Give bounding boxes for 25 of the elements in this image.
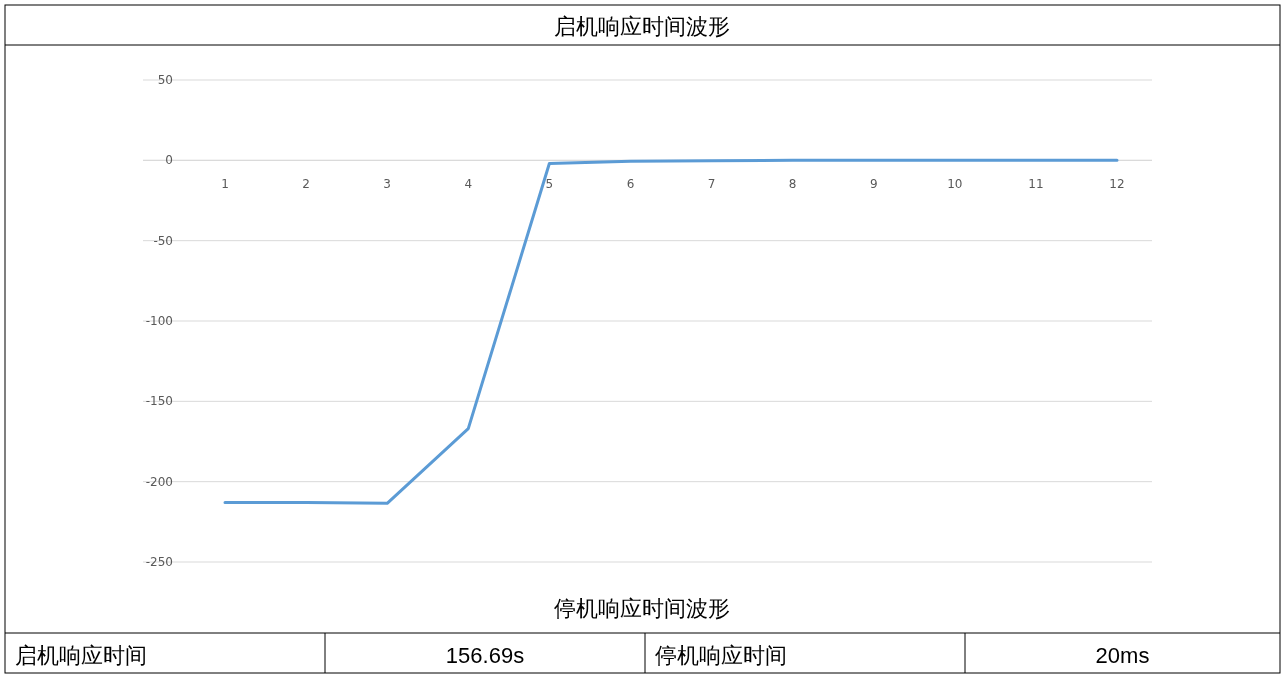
x-tick-label: 4	[464, 177, 473, 192]
text: 停机响应时间波形	[554, 596, 730, 621]
x-tick-label: 1	[221, 177, 229, 192]
x-tick-label: 5	[545, 177, 554, 192]
text: 156.69s	[445, 643, 525, 668]
y-tick-label: -250	[145, 555, 173, 569]
x-tick-label: 12	[1109, 177, 1125, 192]
y-tick-label: 50	[157, 73, 173, 87]
y-tick-label: -100	[145, 314, 173, 328]
chart-title: 启机响应时间波形	[554, 14, 730, 39]
y-tick-label: 0	[165, 153, 173, 168]
x-tick-label: 6	[626, 177, 635, 192]
text: 20ms	[1095, 643, 1150, 668]
y-tick-label: -50	[153, 233, 173, 248]
y-tick-label: -200	[145, 474, 173, 489]
x-tick-label: 10	[947, 177, 963, 192]
x-tick-label: 3	[383, 177, 391, 192]
x-tick-label: 2	[302, 177, 310, 192]
text: 启机响应时间	[15, 643, 147, 668]
x-tick-label: 8	[788, 177, 797, 192]
text: 停机响应时间	[655, 643, 787, 668]
x-tick-label: 11	[1028, 177, 1044, 192]
y-tick-label: -150	[145, 394, 173, 409]
x-tick-label: 7	[707, 177, 716, 192]
x-tick-label: 9	[869, 177, 878, 192]
